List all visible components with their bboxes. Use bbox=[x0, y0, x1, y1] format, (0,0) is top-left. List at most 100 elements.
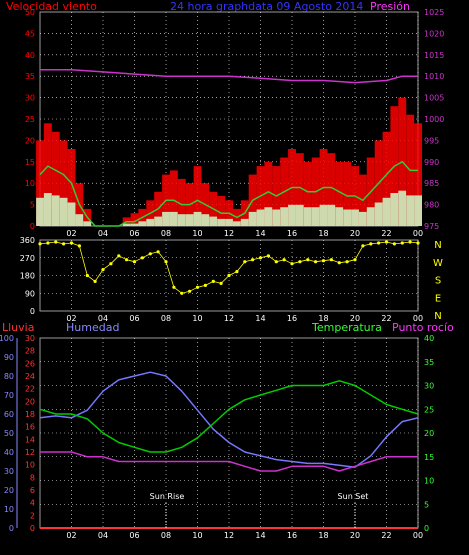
pressure-tick: 1010 bbox=[424, 72, 444, 81]
direction-x-tick: 08 bbox=[161, 314, 171, 323]
rain-tick: 22 bbox=[25, 385, 35, 394]
rain-tick: 14 bbox=[25, 435, 35, 444]
humidity-tick: 90 bbox=[4, 353, 14, 362]
wind-speed-tick: 5 bbox=[30, 201, 35, 210]
wind-gust-bar bbox=[217, 196, 226, 226]
humidity-tick: 40 bbox=[4, 448, 14, 457]
wind-low-bar bbox=[201, 214, 210, 226]
wind-low-bar bbox=[398, 190, 407, 226]
humidity-tick: 80 bbox=[4, 372, 14, 381]
wind-low-bar bbox=[59, 197, 68, 226]
direction-x-tick: 18 bbox=[318, 314, 328, 323]
direction-letter: W bbox=[433, 258, 443, 269]
direction-letter: N bbox=[434, 311, 441, 322]
wind-low-bar bbox=[67, 202, 76, 226]
direction-letter: S bbox=[435, 276, 441, 287]
wind-x-tick: 04 bbox=[98, 229, 108, 238]
wind-x-tick: 12 bbox=[224, 229, 234, 238]
wind-low-bar bbox=[193, 211, 202, 226]
rain-tick: 16 bbox=[25, 423, 35, 432]
rain-tick: 4 bbox=[30, 499, 35, 508]
humidity-tick: 20 bbox=[4, 486, 14, 495]
wind-low-bar bbox=[75, 214, 84, 226]
pressure-tick: 995 bbox=[424, 136, 439, 145]
pressure-tick: 1015 bbox=[424, 51, 444, 60]
direction-x-tick: 22 bbox=[381, 314, 391, 323]
wind-low-bar bbox=[272, 209, 281, 226]
wind-gust-bar bbox=[335, 161, 344, 226]
wind-gust-bar bbox=[169, 170, 178, 226]
wind-low-bar bbox=[264, 207, 273, 226]
wind-gust-bar bbox=[177, 178, 186, 226]
temperature-line bbox=[39, 380, 419, 453]
wind-low-bar bbox=[217, 218, 226, 226]
direction-tick: 0 bbox=[30, 307, 35, 316]
wind-low-bar bbox=[295, 204, 304, 226]
direction-x-tick: 12 bbox=[224, 314, 234, 323]
climate-x-tick: 06 bbox=[129, 531, 139, 540]
rain-tick: 10 bbox=[25, 461, 35, 470]
direction-tick: 270 bbox=[20, 254, 35, 263]
temperature-tick: 10 bbox=[424, 477, 434, 486]
rain-tick: 18 bbox=[25, 410, 35, 419]
direction-tick: 90 bbox=[25, 289, 35, 298]
pressure-label: Presión bbox=[370, 0, 410, 13]
wind-speed-tick: 10 bbox=[25, 179, 35, 188]
humidity-tick: 0 bbox=[9, 524, 14, 533]
wind-low-bar bbox=[146, 218, 155, 226]
rain-tick: 8 bbox=[30, 473, 35, 482]
temperature-tick: 35 bbox=[424, 358, 434, 367]
wind-x-tick: 02 bbox=[66, 229, 76, 238]
wind-low-bar bbox=[406, 195, 415, 226]
wind-average-line bbox=[39, 161, 418, 227]
pressure-tick: 975 bbox=[424, 222, 439, 231]
humidity-tick: 10 bbox=[4, 505, 14, 514]
wind-low-bar bbox=[319, 204, 328, 226]
wind-low-bar bbox=[327, 204, 336, 226]
rain-tick: 28 bbox=[25, 347, 35, 356]
wind-gust-bar bbox=[59, 140, 68, 226]
wind-speed-tick: 50 bbox=[25, 8, 35, 17]
wind-low-bar bbox=[209, 216, 218, 226]
pressure-tick: 990 bbox=[424, 158, 439, 167]
wind-low-bar bbox=[351, 209, 359, 226]
direction-letter: N bbox=[434, 240, 441, 251]
wind-low-bar bbox=[130, 223, 139, 226]
wind-low-bar bbox=[248, 211, 257, 226]
chart-title: 24 hora graphdata 09 Agosto 2014 bbox=[170, 0, 364, 13]
wind-x-tick: 10 bbox=[192, 229, 202, 238]
wind-gust-bar bbox=[36, 140, 44, 226]
temperature-tick: 5 bbox=[424, 500, 429, 509]
direction-x-tick: 04 bbox=[98, 314, 108, 323]
rain-tick: 26 bbox=[25, 359, 35, 368]
climate-x-tick: 22 bbox=[381, 531, 391, 540]
direction-x-tick: 14 bbox=[255, 314, 265, 323]
rain-tick: 0 bbox=[30, 524, 35, 533]
wind-speed-tick: 40 bbox=[25, 51, 35, 60]
wind-low-bar bbox=[343, 209, 352, 226]
wind-speed-tick: 25 bbox=[25, 115, 35, 124]
wind-low-bar bbox=[51, 195, 60, 226]
temperature-tick: 25 bbox=[424, 405, 434, 414]
climate-x-tick: 14 bbox=[255, 531, 265, 540]
wind-low-bar bbox=[36, 197, 44, 226]
humidity-tick: 100 bbox=[0, 334, 14, 343]
direction-x-tick: 16 bbox=[287, 314, 297, 323]
wind-speed-tick: 20 bbox=[25, 136, 35, 145]
wind-low-bar bbox=[232, 221, 241, 226]
rain-tick: 30 bbox=[25, 334, 35, 343]
wind-gust-bar bbox=[343, 161, 352, 226]
wind-gust-bar bbox=[130, 213, 139, 226]
wind-gust-bar bbox=[295, 153, 304, 226]
sunrise-label: Sun Rise bbox=[150, 492, 185, 501]
dewpoint-line bbox=[40, 451, 418, 472]
wind-low-bar bbox=[280, 207, 289, 226]
climate-x-tick: 12 bbox=[224, 531, 234, 540]
direction-x-tick: 20 bbox=[350, 314, 360, 323]
wind-low-bar bbox=[122, 223, 131, 226]
wind-speed-tick: 35 bbox=[25, 72, 35, 81]
dewpoint-label: Punto rocío bbox=[392, 321, 454, 334]
wind-x-tick: 00 bbox=[413, 229, 423, 238]
wind-low-bar bbox=[303, 207, 312, 226]
wind-gust-bar bbox=[43, 123, 52, 226]
